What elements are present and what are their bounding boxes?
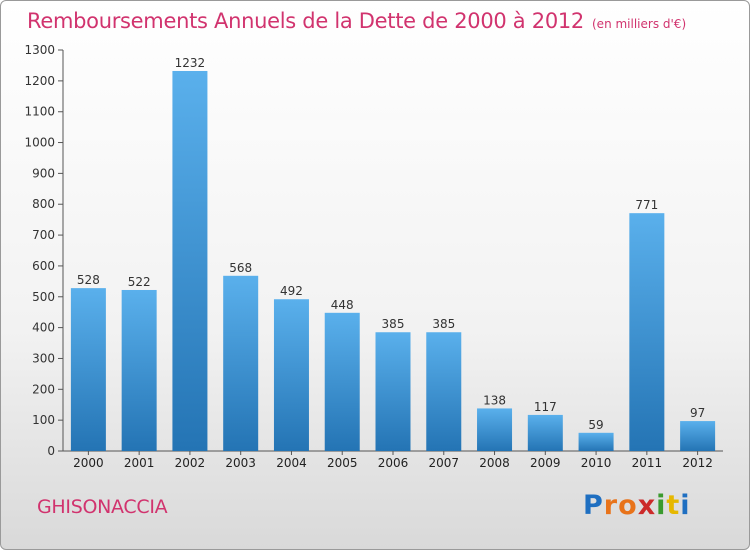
- value-label-2004: 492: [280, 284, 303, 298]
- y-tick-label: 100: [32, 413, 55, 427]
- value-label-2012: 97: [690, 406, 705, 420]
- y-tick-label: 600: [32, 259, 55, 273]
- category-label-2007: 2007: [428, 456, 459, 470]
- bars: [70, 70, 716, 451]
- logo-letter: t: [666, 490, 681, 521]
- labels: 528 2000 522 2001 1232 2002 568 2003 492 2004 448 2…: [73, 56, 713, 470]
- category-label-2011: 2011: [632, 456, 663, 470]
- value-label-2000: 528: [77, 273, 100, 287]
- bar-2000: [70, 288, 106, 451]
- bar-2002: [172, 70, 208, 451]
- bar-2005: [324, 312, 360, 451]
- category-label-2000: 2000: [73, 456, 104, 470]
- bar-2011: [629, 213, 665, 451]
- category-label-2004: 2004: [276, 456, 307, 470]
- y-tick-label: 500: [32, 290, 55, 304]
- y-tick-label: 300: [32, 351, 55, 365]
- category-label-2009: 2009: [530, 456, 561, 470]
- logo-letter: o: [618, 490, 638, 521]
- logo-letter: x: [637, 490, 657, 521]
- y-tick-label: 0: [47, 444, 55, 458]
- bar-2004: [273, 299, 309, 451]
- value-label-2008: 138: [483, 393, 506, 407]
- value-label-2011: 771: [635, 198, 658, 212]
- logo-letter: r: [603, 490, 619, 521]
- value-label-2001: 522: [128, 275, 151, 289]
- y-tick-label: 1300: [24, 43, 55, 57]
- axes: 0 100 200 300 400 500 600 700 800 900 1000 1100 1200…: [24, 43, 723, 458]
- category-label-2008: 2008: [479, 456, 510, 470]
- category-label-2012: 2012: [682, 456, 713, 470]
- category-label-2006: 2006: [378, 456, 409, 470]
- unit-label: (en milliers d'€): [592, 17, 687, 31]
- value-label-2002: 1232: [175, 56, 206, 70]
- bar-2010: [578, 432, 614, 451]
- bar-2003: [223, 275, 259, 451]
- y-tick-label: 800: [32, 197, 55, 211]
- value-label-2005: 448: [331, 298, 354, 312]
- y-tick-label: 900: [32, 166, 55, 180]
- logo-letter: i: [680, 490, 691, 521]
- value-label-2009: 117: [534, 400, 557, 414]
- y-tick-label: 200: [32, 382, 55, 396]
- value-label-2003: 568: [229, 261, 252, 275]
- bar-2007: [426, 332, 462, 451]
- value-label-2006: 385: [382, 317, 405, 331]
- category-label-2003: 2003: [225, 456, 256, 470]
- value-label-2010: 59: [588, 418, 603, 432]
- category-label-2005: 2005: [327, 456, 358, 470]
- y-tick-label: 1200: [24, 74, 55, 88]
- commune-name: GHISONACCIA: [37, 496, 168, 518]
- logo-letter: i: [656, 490, 667, 521]
- bar-2009: [527, 414, 563, 451]
- bar-2001: [121, 289, 157, 451]
- value-label-2007: 385: [432, 317, 455, 331]
- category-label-2010: 2010: [581, 456, 612, 470]
- bar-2008: [477, 408, 513, 451]
- y-tick-label: 1000: [24, 136, 55, 150]
- proxiti-logo: Proxiti: [583, 490, 691, 521]
- bar-2006: [375, 332, 411, 451]
- y-tick-label: 700: [32, 228, 55, 242]
- category-label-2002: 2002: [175, 456, 206, 470]
- y-tick-label: 1100: [24, 105, 55, 119]
- logo-letter: P: [583, 490, 604, 521]
- y-tick-label: 400: [32, 321, 55, 335]
- category-label-2001: 2001: [124, 456, 155, 470]
- chart-title: Remboursements Annuels de la Dette de 20…: [27, 9, 686, 33]
- title-text: Remboursements Annuels de la Dette de 20…: [27, 9, 584, 33]
- bar-2012: [680, 421, 716, 451]
